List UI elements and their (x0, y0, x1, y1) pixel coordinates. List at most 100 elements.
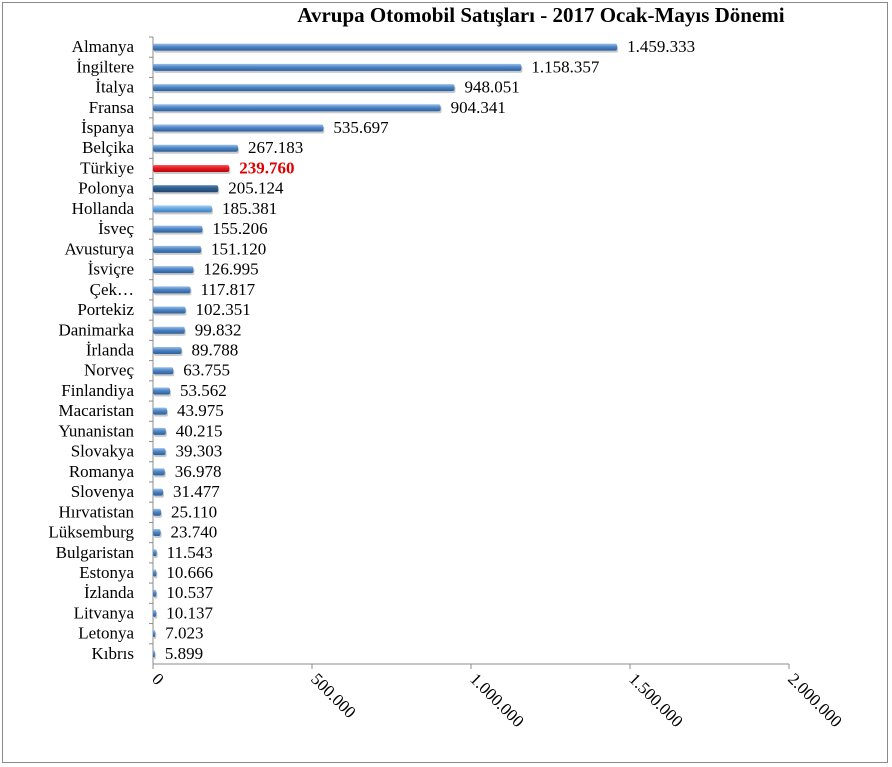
bar-3 (153, 104, 441, 112)
value-label: 151.120 (211, 239, 266, 258)
value-label: 102.351 (196, 300, 251, 319)
category-label: Türkiye (80, 158, 134, 177)
value-label: 11.543 (167, 543, 213, 562)
bar-17 (153, 387, 171, 395)
bar-25 (153, 549, 157, 557)
bar-14 (153, 326, 185, 334)
category-label: İtalya (95, 78, 134, 97)
bar-21 (153, 468, 165, 476)
value-label: 7.023 (165, 624, 203, 643)
bar-13 (153, 306, 186, 314)
value-label: 904.341 (451, 98, 506, 117)
value-label: 89.788 (192, 341, 239, 360)
category-label: Lüksemburg (48, 523, 134, 542)
chart-title: Avrupa Otomobil Satışları - 2017 Ocak-Ma… (297, 3, 784, 27)
value-label: 25.110 (171, 502, 217, 521)
bar-20 (153, 448, 166, 456)
bar-16 (153, 367, 174, 375)
bar-5 (153, 144, 238, 152)
category-label: Romanya (69, 462, 135, 481)
bar-28 (153, 609, 157, 617)
bar-12 (153, 286, 191, 294)
value-label: 5.899 (165, 644, 203, 663)
value-label: 205.124 (228, 179, 284, 198)
value-label: 948.051 (464, 78, 519, 97)
x-tick-label: 1.000.000 (466, 669, 528, 731)
category-label: Hırvatistan (58, 502, 134, 521)
value-label: 23.740 (171, 523, 218, 542)
bar-19 (153, 427, 166, 435)
value-label: 535.697 (333, 118, 389, 137)
category-label: İngiltere (76, 57, 134, 76)
bar-27 (153, 589, 157, 597)
bar-4 (153, 124, 324, 132)
bar-6 (153, 164, 230, 172)
category-label: İrlanda (86, 341, 135, 360)
bar-1 (153, 63, 522, 71)
bar-0 (153, 43, 618, 51)
category-label: Kıbrıs (92, 644, 135, 663)
bar-23 (153, 508, 161, 516)
category-label: Slovenya (71, 482, 135, 501)
category-label: Danimarka (58, 320, 134, 339)
value-label: 40.215 (176, 421, 223, 440)
value-label: 63.755 (183, 361, 230, 380)
value-label-highlight: 239.760 (239, 158, 294, 177)
category-label: Hollanda (72, 199, 135, 218)
bar-22 (153, 488, 164, 496)
category-label: Çek… (90, 280, 134, 299)
x-tick-label: 1.500.000 (625, 669, 687, 731)
bar-18 (153, 407, 167, 415)
value-label: 99.832 (195, 320, 242, 339)
category-label: Polonya (78, 179, 134, 198)
x-tick-label: 500.000 (307, 669, 360, 722)
category-label: Slovakya (71, 442, 135, 461)
category-label: Litvanya (74, 603, 135, 622)
value-label: 126.995 (203, 260, 258, 279)
value-label: 10.537 (166, 583, 213, 602)
value-label: 155.206 (212, 219, 267, 238)
value-label: 31.477 (173, 482, 220, 501)
category-label: Portekiz (77, 300, 134, 319)
bar-15 (153, 347, 182, 354)
bar-30 (153, 650, 155, 658)
category-label: İspanya (81, 118, 134, 137)
category-label: Avusturya (64, 239, 134, 258)
value-label: 53.562 (180, 381, 227, 400)
category-label: İsveç (98, 219, 134, 238)
category-label: Almanya (72, 37, 135, 56)
category-label: Belçika (82, 138, 134, 157)
category-label: Norveç (84, 361, 134, 380)
value-label: 1.158.357 (531, 57, 600, 76)
bar-29 (153, 630, 156, 638)
category-label: İsviçre (88, 260, 134, 279)
x-tick-label: 2.000.000 (784, 669, 846, 731)
value-label: 185.381 (222, 199, 277, 218)
bar-9 (153, 225, 203, 233)
category-label: Finlandiya (61, 381, 134, 400)
bar-26 (153, 569, 157, 577)
value-label: 39.303 (175, 442, 222, 461)
category-label: Estonya (79, 563, 134, 582)
bar-24 (153, 529, 161, 537)
bar-11 (153, 266, 194, 274)
category-label: Bulgaristan (56, 543, 135, 562)
bar-8 (153, 205, 212, 213)
value-label: 10.666 (166, 563, 213, 582)
category-label: Letonya (78, 624, 134, 643)
value-label: 1.459.333 (627, 37, 695, 56)
bar-10 (153, 245, 202, 253)
value-label: 117.817 (200, 280, 255, 299)
value-label: 43.975 (177, 401, 224, 420)
x-tick-label: 0 (148, 669, 167, 688)
bar-7 (153, 185, 219, 193)
category-label: Macaristan (58, 401, 134, 420)
value-label: 267.183 (248, 138, 303, 157)
category-label: Yunanistan (58, 421, 134, 440)
x-tick-labels: 0 500.000 1.000.000 1.500.000 2.000.000 (148, 669, 846, 731)
bar-2 (153, 84, 455, 92)
category-label: Fransa (89, 98, 135, 117)
